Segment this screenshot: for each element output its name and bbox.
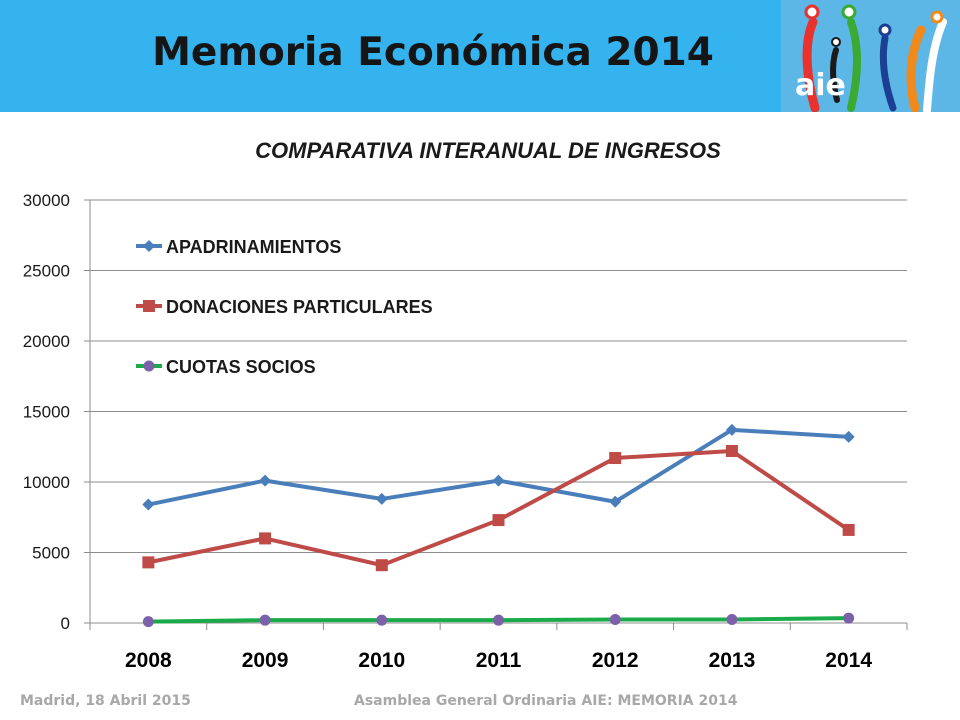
- data-point-2-2011: [493, 614, 504, 626]
- data-point-0-2008: [142, 498, 155, 511]
- data-point-0-2011: [492, 474, 505, 487]
- page-title: Memoria Económica 2014: [152, 30, 714, 75]
- header-banner: Memoria Económica 2014 aie: [0, 0, 960, 114]
- legend-marker-1: [143, 300, 155, 312]
- y-tick-label: 20000: [23, 332, 70, 351]
- line-chart: COMPARATIVA INTERANUAL DE INGRESOS 0 5000…: [23, 138, 908, 672]
- data-point-2-2014: [843, 612, 855, 624]
- footer-event: Asamblea General Ordinaria AIE: MEMORIA …: [354, 693, 738, 709]
- legend-label-2: CUOTAS SOCIOS: [166, 357, 316, 377]
- series-line-1: [147, 448, 850, 568]
- chart-title: COMPARATIVA INTERANUAL DE INGRESOS: [255, 138, 721, 163]
- y-tick-label: 25000: [23, 262, 70, 281]
- y-tick-label: 0: [61, 614, 70, 633]
- data-point-2-2008: [142, 616, 154, 628]
- y-tick-label: 10000: [23, 473, 70, 492]
- x-tick-label-2011: 2011: [476, 649, 522, 672]
- x-tick-label-2014: 2014: [825, 649, 872, 672]
- axes: 0 5000 10000 15000 20000 25000 30000 2008 2009 20…: [23, 191, 908, 672]
- legend-label-0: APADRINAMIENTOS: [166, 237, 341, 257]
- data-point-1-2011: [492, 514, 505, 527]
- data-point-0-2014: [842, 430, 855, 443]
- data-point-2-2013: [726, 613, 738, 625]
- data-point-0-2012: [609, 495, 622, 508]
- series-lines: [142, 423, 855, 628]
- legend-marker-0: [143, 240, 155, 252]
- gridlines: [90, 199, 907, 624]
- y-tick-label: 5000: [32, 544, 70, 563]
- data-point-1-2013: [725, 444, 738, 457]
- x-tick-label-2009: 2009: [242, 649, 289, 672]
- data-point-1-2009: [259, 532, 272, 545]
- legend-marker-2: [143, 360, 155, 372]
- y-tick-label: 15000: [23, 403, 70, 422]
- legend-label-1: DONACIONES PARTICULARES: [166, 297, 433, 317]
- series-line-0: [147, 427, 849, 507]
- data-point-0-2013: [725, 423, 738, 436]
- data-point-1-2010: [375, 559, 388, 572]
- data-point-2-2012: [609, 613, 621, 625]
- data-point-2-2009: [259, 614, 271, 626]
- x-tick-label-2010: 2010: [358, 649, 405, 672]
- data-point-1-2012: [609, 452, 622, 465]
- data-point-2-2010: [376, 614, 388, 626]
- x-tick-label-2012: 2012: [592, 649, 639, 672]
- data-point-0-2009: [259, 474, 272, 487]
- legend: APADRINAMIENTOS DONACIONES PARTICULARES CU…: [136, 237, 433, 377]
- y-tick-label: 30000: [23, 191, 70, 210]
- footer-location-date: Madrid, 18 Abril 2015: [20, 693, 191, 709]
- data-point-0-2010: [375, 492, 388, 505]
- logo-text: aie: [795, 68, 846, 103]
- x-tick-label-2008: 2008: [125, 649, 172, 672]
- x-tick-label-2013: 2013: [709, 649, 756, 672]
- data-point-1-2008: [142, 556, 155, 569]
- data-point-1-2014: [842, 523, 855, 536]
- aie-logo: aie: [781, 0, 960, 114]
